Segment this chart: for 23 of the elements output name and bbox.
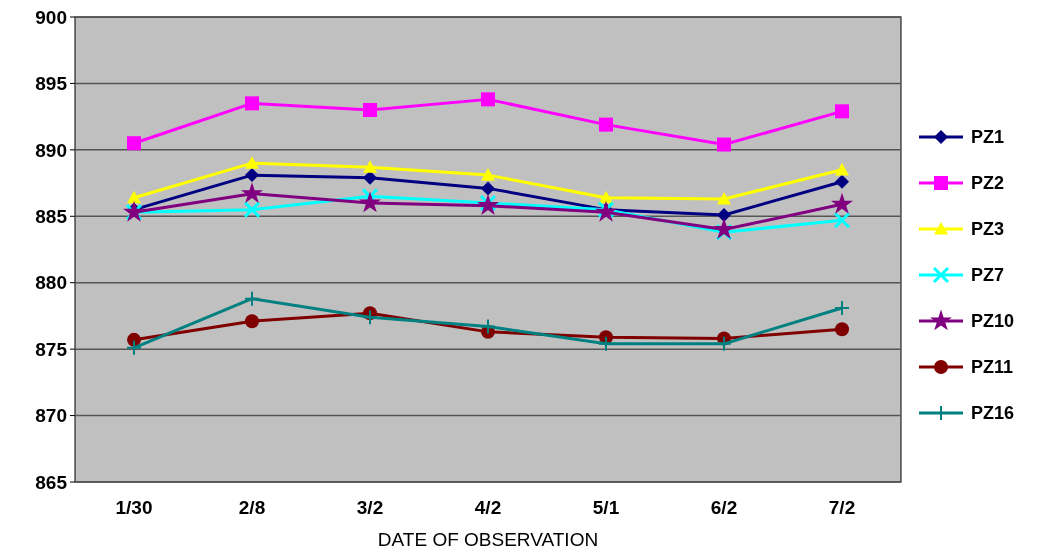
x-axis-title: DATE OF OBSERVATION <box>377 529 599 550</box>
x-tick-label: 1/30 <box>115 497 153 518</box>
x-tick-label: 4/2 <box>474 497 502 518</box>
legend-label: PZ10 <box>971 311 1015 332</box>
legend-label: PZ16 <box>971 403 1015 424</box>
y-tick-label: 875 <box>35 338 68 360</box>
y-tick-label: 890 <box>35 139 67 161</box>
x-tick-label: 5/1 <box>592 497 620 518</box>
y-tick-label: 885 <box>35 205 68 227</box>
x-tick-label: 7/2 <box>828 497 856 518</box>
legend-label: PZ7 <box>971 265 1005 286</box>
y-tick-label: 880 <box>35 272 67 294</box>
legend-label: PZ11 <box>971 357 1014 378</box>
y-tick-label: 865 <box>35 471 68 493</box>
x-tick-label: 6/2 <box>710 497 738 518</box>
y-tick-label: 900 <box>35 6 67 28</box>
y-tick-label: 895 <box>35 73 68 95</box>
legend-label: PZ1 <box>971 127 1005 148</box>
y-tick-label: 870 <box>35 405 67 427</box>
x-tick-label: 3/2 <box>356 497 384 518</box>
legend-label: PZ2 <box>971 173 1005 194</box>
x-tick-label: 2/8 <box>238 497 266 518</box>
legend-label: PZ3 <box>971 219 1005 240</box>
